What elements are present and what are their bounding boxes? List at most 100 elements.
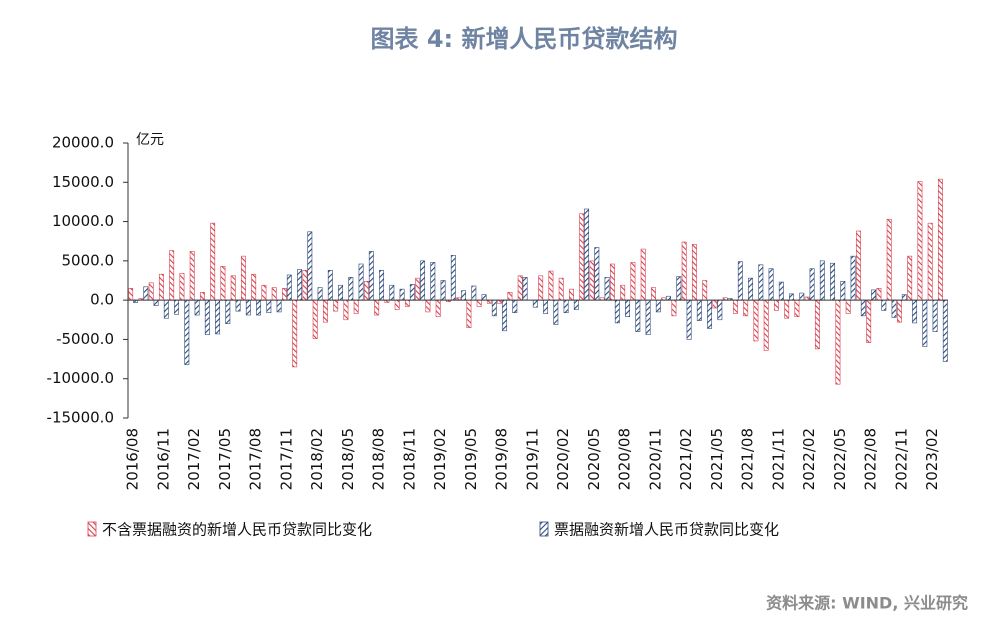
x-tick-label: 2021/08 <box>739 428 757 490</box>
bar <box>235 299 241 312</box>
x-tick-label: 2021/05 <box>708 428 726 490</box>
bar <box>343 299 349 321</box>
bar <box>789 293 795 301</box>
bar <box>584 208 590 301</box>
bar <box>707 299 713 329</box>
bar <box>635 299 641 332</box>
bar <box>835 299 841 385</box>
bar <box>409 284 415 301</box>
x-tick-label: 2017/08 <box>247 428 265 490</box>
x-tick-label: 2023/02 <box>923 428 941 490</box>
bar <box>819 260 825 301</box>
bar <box>507 291 513 301</box>
bar <box>768 268 774 301</box>
bar <box>630 262 636 301</box>
bar <box>907 255 913 301</box>
bar <box>625 299 631 317</box>
bar <box>245 299 251 316</box>
bar <box>420 260 426 301</box>
bar <box>548 270 554 301</box>
y-tick-label: 0.0 <box>90 291 114 309</box>
bar <box>620 284 626 301</box>
x-tick-label: 2022/05 <box>831 428 849 490</box>
bar <box>696 299 702 321</box>
bar <box>717 299 723 321</box>
x-tick-label: 2022/11 <box>892 428 910 490</box>
bar <box>199 291 205 301</box>
x-tick-label: 2016/11 <box>154 428 172 490</box>
bar <box>568 288 574 301</box>
bar <box>512 299 518 314</box>
bar <box>348 277 354 301</box>
bar <box>163 299 169 319</box>
bar <box>563 299 569 314</box>
bar <box>440 280 446 301</box>
bar <box>799 292 805 301</box>
bar <box>594 247 600 301</box>
bar <box>471 285 477 301</box>
bar <box>379 269 385 301</box>
bar <box>148 282 154 301</box>
bar <box>763 299 769 351</box>
bar <box>276 299 282 313</box>
bar <box>814 299 820 350</box>
y-tick-label: -5000.0 <box>56 330 114 348</box>
bar <box>737 261 743 301</box>
bar <box>399 288 405 301</box>
bar <box>896 299 902 323</box>
legend-swatch <box>87 521 97 537</box>
bar <box>261 284 267 301</box>
bar <box>430 262 436 301</box>
bar <box>758 264 764 301</box>
bar <box>917 181 923 301</box>
bar <box>307 231 313 301</box>
bar <box>333 299 339 312</box>
bar <box>604 277 610 301</box>
x-tick-label: 2019/05 <box>462 428 480 490</box>
bar <box>153 299 159 306</box>
bar <box>312 299 318 339</box>
bar <box>394 299 400 310</box>
bar <box>609 263 615 301</box>
bar <box>937 178 943 301</box>
y-tick-label: 15000.0 <box>52 173 114 191</box>
bar <box>368 251 374 301</box>
bar <box>174 299 180 315</box>
bar <box>830 262 836 301</box>
bar <box>532 299 538 308</box>
x-tick-label: 2018/11 <box>400 428 418 490</box>
bar <box>655 299 661 313</box>
bar <box>128 288 134 301</box>
bar <box>901 294 907 301</box>
bar <box>840 280 846 301</box>
bar <box>256 299 262 316</box>
bar <box>866 299 872 343</box>
bar <box>702 280 708 301</box>
bar <box>302 269 308 301</box>
bar <box>184 299 190 365</box>
bar <box>748 277 754 301</box>
bar <box>425 299 431 313</box>
bar <box>522 277 528 301</box>
bar <box>553 299 559 325</box>
bar <box>461 290 467 301</box>
bar <box>579 213 585 301</box>
y-tick-label: -10000.0 <box>47 369 114 387</box>
bar <box>753 299 759 342</box>
x-tick-label: 2019/11 <box>523 428 541 490</box>
x-tick-label: 2019/08 <box>493 428 511 490</box>
x-tick-label: 2021/02 <box>677 428 695 490</box>
bar <box>435 299 441 317</box>
bar <box>686 299 692 340</box>
bar <box>404 299 410 307</box>
x-tick-label: 2022/02 <box>800 428 818 490</box>
bar <box>871 289 877 301</box>
bar <box>327 269 333 301</box>
bar <box>881 299 887 311</box>
x-tick-label: 2017/05 <box>216 428 234 490</box>
bar <box>712 299 718 309</box>
y-tick-label: 20000.0 <box>52 134 114 152</box>
bar <box>240 255 246 301</box>
bar <box>281 288 287 301</box>
bar <box>942 299 948 362</box>
